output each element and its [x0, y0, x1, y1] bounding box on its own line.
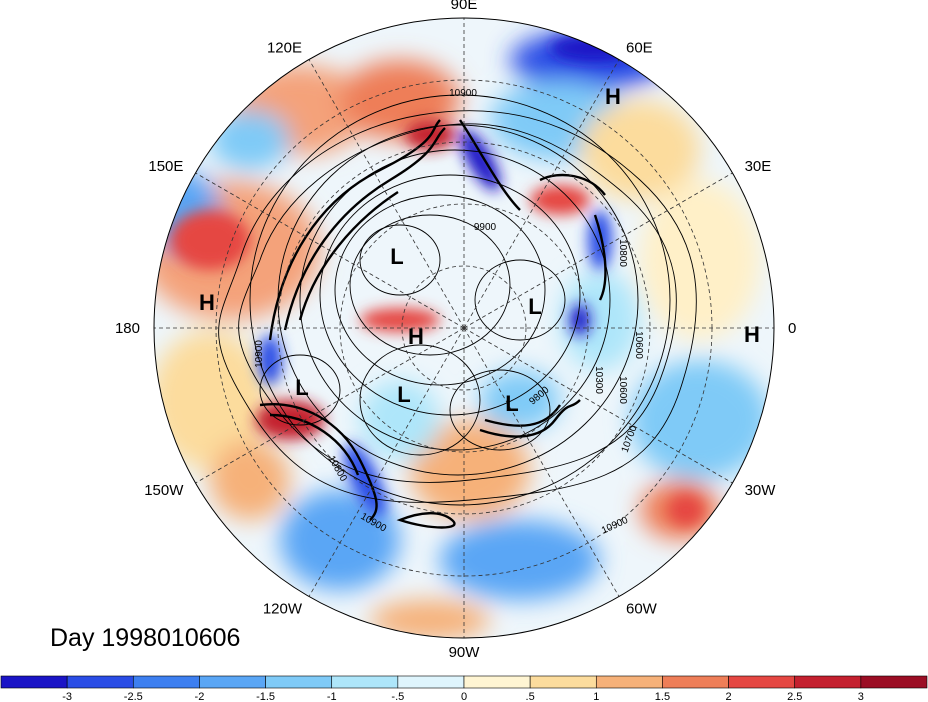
meridian-line: [463, 172, 733, 329]
longitude-label: 90E: [451, 0, 478, 13]
contour-value-label: 10800: [617, 239, 628, 267]
latitude-circle: [401, 265, 527, 391]
colorbar-tick-label: -.5: [391, 691, 404, 702]
colorbar-swatch: [662, 675, 729, 689]
meridian-line: [308, 327, 465, 597]
low-pressure-center: L: [528, 294, 541, 319]
graticule: [154, 18, 774, 638]
colorbar-tick-label: -1: [327, 691, 337, 702]
colorbar-swatch: [860, 675, 928, 689]
colorbar-tick-label: 1.5: [655, 691, 670, 702]
colorbar-tick-label: 0: [461, 691, 467, 702]
meridian-line: [463, 327, 733, 484]
high-pressure-center: H: [605, 84, 621, 109]
longitude-label: 60E: [626, 39, 653, 56]
colorbar: -3 -2.5 -2 -1.5 -1 -.5 0 .5 1 1.5 2 2.5 3: [0, 675, 928, 702]
map-boundary: [153, 17, 775, 639]
longitude-label: 60W: [626, 601, 658, 618]
contour-value-label: 10600: [617, 376, 628, 404]
contour-value-label: 10900: [254, 340, 265, 368]
colorbar-swatch: [595, 675, 663, 689]
longitude-label: 30E: [745, 158, 772, 175]
pressure-center-labels: H L H L L L L H H: [199, 84, 760, 416]
low-pressure-center: L: [505, 391, 518, 416]
contour-value-label: 9900: [474, 222, 497, 233]
high-pressure-center: H: [199, 290, 215, 315]
high-pressure-center: H: [744, 322, 760, 347]
contour-value-label: 10900: [449, 88, 477, 99]
anomaly-field: [154, 18, 774, 638]
low-pressure-center: L: [390, 244, 403, 269]
colorbar-swatch: [0, 675, 68, 689]
day-label: Day 1998010606: [50, 624, 240, 652]
colorbar-swatch: [794, 675, 862, 689]
longitude-label: 120E: [267, 39, 302, 56]
colorbar-tick-label: -3: [62, 691, 72, 702]
colorbar-swatch: [397, 675, 465, 689]
colorbar-tick-label: 3: [858, 691, 864, 702]
colorbar-swatch: [529, 675, 597, 689]
colorbar-swatch: [728, 675, 796, 689]
colorbar-swatch: [132, 675, 200, 689]
colorbar-swatch: [331, 675, 399, 689]
contour-value-label: 10300: [593, 366, 604, 394]
meridian-line: [195, 172, 465, 329]
longitude-label: 90W: [449, 644, 481, 661]
longitude-label: 180: [115, 320, 140, 337]
colorbar-swatch: [463, 675, 531, 689]
high-pressure-center: H: [408, 324, 424, 349]
longitude-label: 0: [788, 320, 796, 337]
colorbar-swatch: [66, 675, 134, 689]
colorbar-tick-label: -2.5: [124, 691, 143, 702]
colorbar-tick-label: 2.5: [787, 691, 802, 702]
colorbar-swatch: [199, 675, 266, 689]
meridian-line: [195, 327, 465, 484]
colorbar-tick-label: 1: [593, 691, 599, 702]
longitude-labels: 90E 60E 30E 0 30W 60W 90W 120W 150W 180 150E 120E: [115, 0, 796, 661]
longitude-label: 120W: [263, 601, 303, 618]
latitude-circle: [339, 203, 589, 453]
colorbar-tick-label: .5: [526, 691, 535, 702]
low-pressure-center: L: [295, 375, 308, 400]
colorbar-tick-label: 2: [726, 691, 732, 702]
longitude-label: 30W: [745, 482, 777, 499]
colorbar-swatch: [265, 675, 333, 689]
low-pressure-center: L: [397, 382, 410, 407]
longitude-label: 150W: [144, 482, 184, 499]
meridian-line: [463, 327, 620, 597]
meridian-line: [463, 59, 620, 329]
contour-value-label: 10600: [633, 331, 644, 359]
colorbar-tick-label: -1.5: [256, 691, 275, 702]
colorbar-tick-label: -2: [195, 691, 205, 702]
meridian-line: [308, 59, 465, 329]
longitude-label: 150E: [148, 158, 183, 175]
